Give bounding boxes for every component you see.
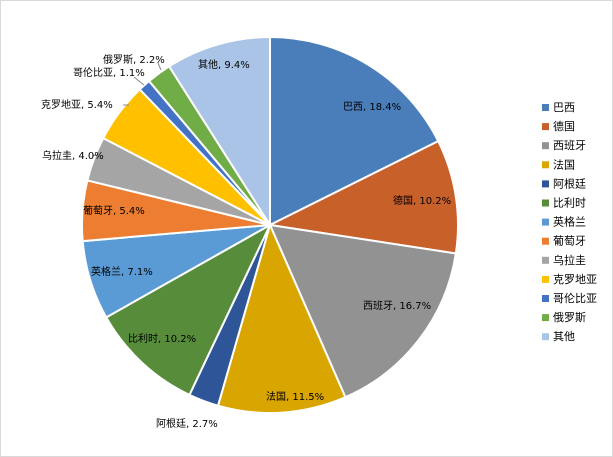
leader-lines [91, 62, 162, 160]
slice-4-label: 阿根廷, 2.7% [156, 417, 218, 430]
slice-1 [266, 139, 459, 255]
legend-swatch-1 [542, 123, 549, 131]
legend-swatch-11 [542, 314, 549, 322]
slice-9-label: 克罗地亚, 5.4% [41, 98, 113, 111]
legend-swatch-9 [542, 275, 549, 283]
slice-3-label: 法国, 11.5% [266, 390, 324, 403]
legend-swatch-4 [542, 180, 549, 188]
slice-5 [104, 222, 273, 397]
legend-swatch-2 [542, 142, 549, 150]
legend-label-7: 葡萄牙 [553, 235, 586, 248]
legend-swatch-8 [542, 256, 549, 264]
slice-0-label: 巴西, 18.4% [343, 101, 401, 113]
slice-7-label: 葡萄牙, 5.4% [83, 204, 145, 217]
slice-12-label: 其他, 9.4% [198, 58, 250, 71]
slice-10-leader-line [133, 76, 145, 86]
slice-2 [268, 223, 457, 399]
pie-slices [81, 35, 459, 414]
slice-8-leader-line [91, 154, 103, 160]
legend-label-11: 俄罗斯 [553, 311, 586, 324]
slice-11-leader-line [157, 62, 162, 71]
legend-label-1: 德国 [553, 119, 575, 133]
slice-12 [167, 35, 271, 229]
slice-10-label: 哥伦比亚, 1.1% [73, 66, 145, 79]
slice-0 [269, 35, 440, 227]
legend-swatch-12 [542, 333, 549, 341]
legend-swatch-10 [542, 295, 549, 302]
legend-swatch-0 [542, 104, 549, 111]
legend-label-2: 西班牙 [553, 139, 586, 152]
slice-6-label: 英格兰, 7.1% [91, 265, 153, 278]
slice-labels: 巴西, 18.4% 德国, 10.2% 西班牙, 16.7% 法国, 11.5% 阿根廷… [41, 53, 451, 430]
legend-label-12: 其他 [553, 330, 575, 343]
legend-swatch-5 [542, 199, 549, 207]
legend-label-8: 乌拉圭 [553, 253, 586, 267]
legend-label-6: 英格兰 [553, 215, 586, 229]
legend-label-4: 阿根廷 [553, 176, 586, 190]
legend-swatch-6 [542, 218, 549, 226]
legend-swatch-3 [542, 161, 549, 169]
slice-1-label: 德国, 10.2% [393, 194, 451, 207]
slice-3 [216, 222, 347, 414]
slice-11-label: 俄罗斯, 2.2% [103, 53, 165, 66]
slice-2-label: 西班牙, 16.7% [363, 300, 431, 312]
legend-label-3: 法国 [553, 157, 575, 171]
slice-5-label: 比利时, 10.2% [128, 333, 196, 345]
legend-label-5: 比利时 [553, 197, 586, 210]
legend-label-10: 哥伦比亚 [553, 291, 597, 305]
legend-label-0: 巴西 [553, 101, 575, 114]
legend-swatch-7 [542, 237, 549, 245]
legend-label-9: 克罗地亚 [553, 273, 597, 286]
slice-8-label: 乌拉圭, 4.0% [42, 149, 104, 162]
